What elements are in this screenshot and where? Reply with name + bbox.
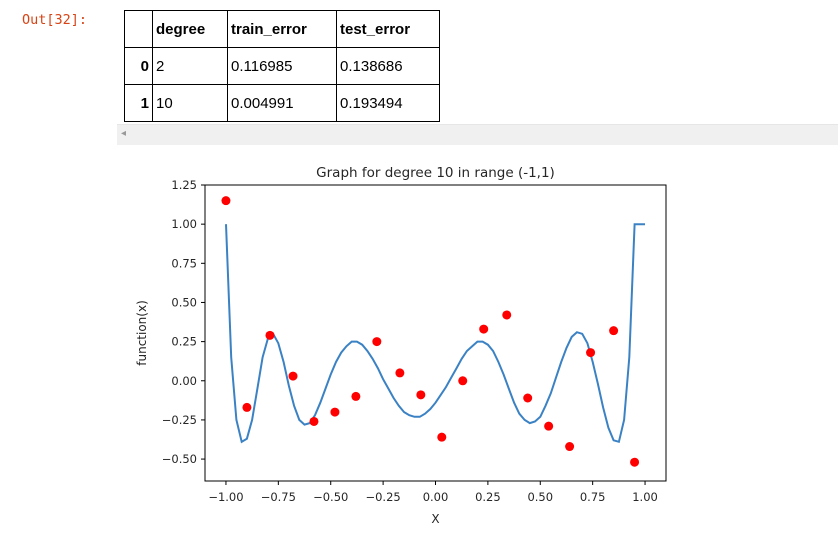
data-point [372, 337, 382, 347]
x-tick-label: −0.75 [261, 490, 296, 504]
column-header: degree [152, 10, 228, 48]
data-point [288, 371, 298, 381]
data-point [265, 330, 275, 340]
data-point [502, 310, 512, 320]
data-point [523, 393, 533, 403]
y-tick-label: 1.25 [171, 178, 197, 192]
plot-area-frame [204, 184, 667, 482]
data-point [351, 391, 361, 401]
data-point [458, 376, 468, 386]
y-tick-label: 0.50 [171, 295, 197, 309]
table-cell: 0.004991 [227, 84, 337, 122]
data-point [309, 416, 319, 426]
horizontal-scrollbar[interactable]: ◂ [117, 124, 838, 145]
x-tick-label: 0.75 [580, 490, 606, 504]
column-header: test_error [336, 10, 440, 48]
x-tick-label: 0.50 [527, 490, 553, 504]
data-point [242, 402, 252, 412]
table-cell: 0.193494 [336, 84, 440, 122]
chart-marks: −1.00 −0.75 −0.50 −0.25 0.00 0.25 0.50 0.75 1.00… [162, 178, 658, 504]
fitted-curve-line [225, 223, 645, 444]
table-row: 1 10 0.004991 0.193494 [124, 84, 440, 122]
table-header-row: degree train_error test_error [124, 10, 440, 48]
y-tick-label: −0.50 [162, 452, 197, 466]
data-point [586, 348, 596, 358]
y-tick-label: 0.25 [171, 335, 197, 349]
data-point [330, 407, 340, 417]
x-tick-label: −1.00 [208, 490, 243, 504]
data-point [221, 196, 231, 206]
table-row: 0 2 0.116985 0.138686 [124, 47, 440, 85]
dataframe-table: degree train_error test_error 0 2 0.1169… [124, 10, 440, 122]
table-cell: 0.116985 [227, 47, 337, 85]
data-point [479, 324, 489, 334]
x-tick-label: −0.25 [365, 490, 400, 504]
x-axis-label: X [431, 512, 439, 526]
table-cell: 0.138686 [336, 47, 440, 85]
data-point [630, 457, 640, 467]
data-point [609, 326, 619, 336]
y-tick-label: −0.25 [162, 413, 197, 427]
data-point [395, 368, 405, 378]
x-tick-label: 0.25 [475, 490, 501, 504]
y-tick-label: 0.00 [171, 374, 197, 388]
output-prompt: Out[32]: [22, 12, 88, 28]
chart-title: Graph for degree 10 in range (-1,1) [316, 165, 555, 181]
table-cell: 2 [152, 47, 228, 85]
x-tick-label: −0.50 [313, 490, 348, 504]
x-tick-label: 0.00 [423, 490, 449, 504]
y-axis-label: function(x) [135, 300, 149, 365]
data-point [437, 432, 447, 442]
scroll-left-arrow-icon[interactable]: ◂ [121, 128, 127, 139]
y-tick-label: 1.00 [171, 217, 197, 231]
data-point [544, 421, 554, 431]
x-tick-label: 1.00 [632, 490, 658, 504]
data-point [416, 390, 426, 400]
data-point [565, 442, 575, 452]
y-tick-label: 0.75 [171, 256, 197, 270]
